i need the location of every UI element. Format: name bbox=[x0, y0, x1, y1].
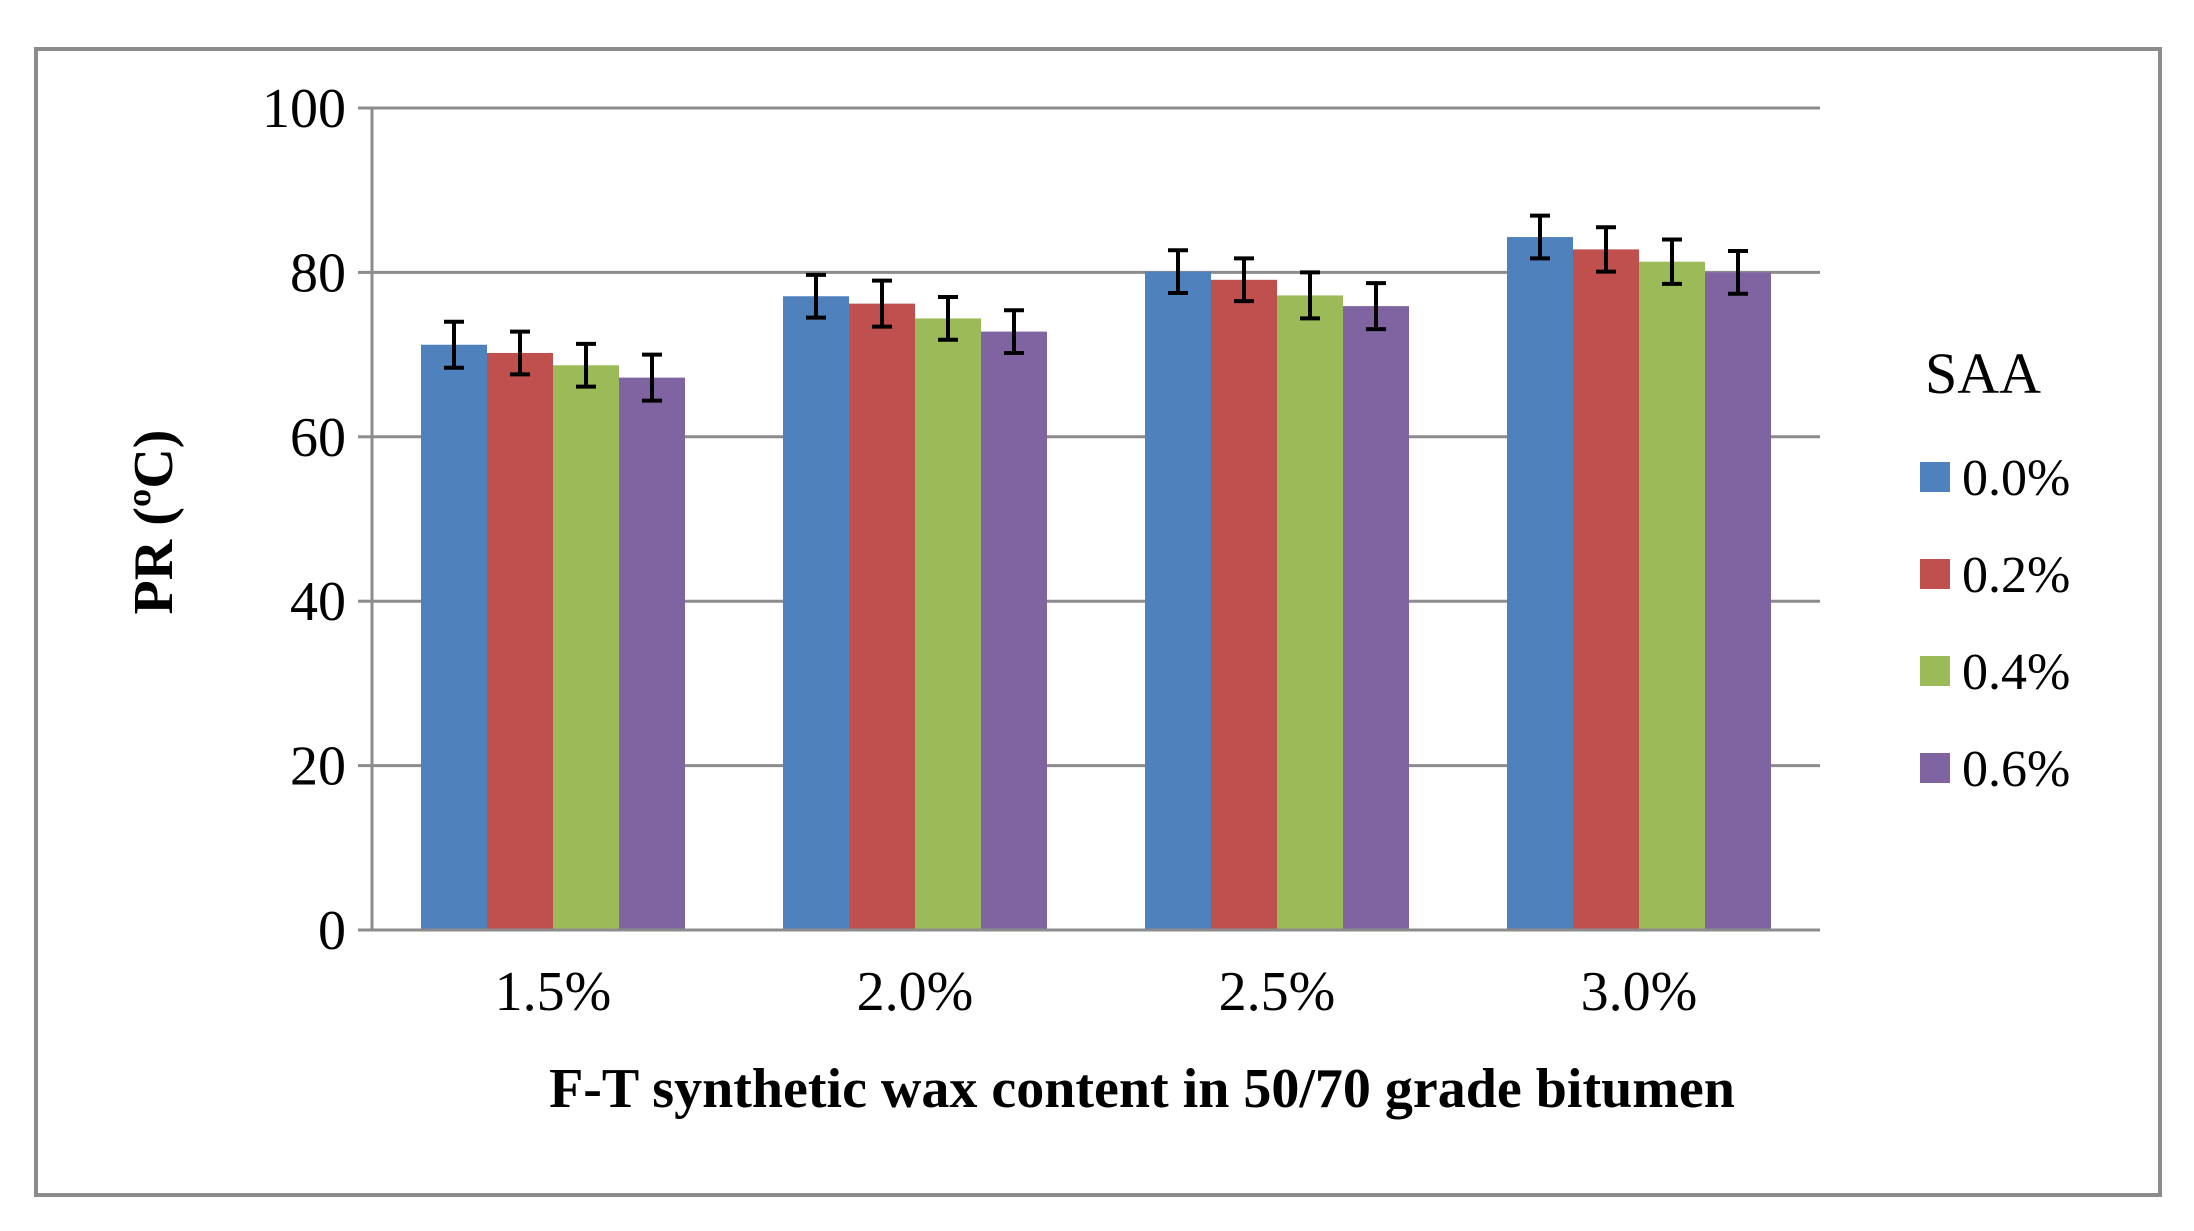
bar-2.0%-saa-0.2% bbox=[849, 303, 915, 930]
axes bbox=[358, 106, 1820, 932]
y-tick-label-0: 0 bbox=[318, 900, 346, 962]
legend-swatch-0.2% bbox=[1920, 559, 1950, 589]
x-tick-labels: 1.5% 2.0% 2.5% 3.0% bbox=[495, 961, 1698, 1023]
bar-3.0%-saa-0.4% bbox=[1639, 261, 1705, 930]
legend-label-0.0%: 0.0% bbox=[1962, 450, 2070, 507]
bar-3.0%-saa-0.2% bbox=[1573, 249, 1639, 930]
y-tick-label-20: 20 bbox=[290, 736, 346, 798]
x-tick-label-1.5%: 1.5% bbox=[495, 961, 612, 1023]
x-tick-label-2.5%: 2.5% bbox=[1219, 961, 1336, 1023]
bar-1.5%-saa-0.0% bbox=[421, 344, 487, 931]
bar-1.5%-saa-0.4% bbox=[553, 365, 619, 930]
bar-2.5%-saa-0.4% bbox=[1277, 295, 1343, 930]
bar-2.0%-saa-0.0% bbox=[783, 296, 849, 930]
y-axis-title: PR (ºC) bbox=[123, 430, 185, 615]
bar-2.5%-saa-0.0% bbox=[1145, 271, 1211, 930]
y-tick-label-80: 80 bbox=[290, 242, 346, 304]
y-tick-label-40: 40 bbox=[290, 571, 346, 633]
bars bbox=[421, 237, 1771, 931]
x-axis-title: F-T synthetic wax content in 50/70 grade… bbox=[549, 1058, 1735, 1120]
bar-2.5%-saa-0.2% bbox=[1211, 279, 1277, 931]
legend-swatch-0.0% bbox=[1920, 462, 1950, 492]
legend-title: SAA bbox=[1925, 341, 2041, 406]
y-tick-label-100: 100 bbox=[262, 78, 346, 140]
legend-swatch-0.6% bbox=[1920, 753, 1950, 783]
legend-label-0.2%: 0.2% bbox=[1962, 547, 2070, 604]
legend: SAA 0.0% 0.2% 0.4% 0.6% bbox=[1920, 341, 2070, 798]
x-tick-label-3.0%: 3.0% bbox=[1581, 961, 1698, 1023]
legend-items: 0.0% 0.2% 0.4% 0.6% bbox=[1920, 450, 2070, 798]
y-tick-label-60: 60 bbox=[290, 407, 346, 469]
bar-3.0%-saa-0.0% bbox=[1507, 237, 1573, 930]
error-bars bbox=[444, 213, 1748, 403]
bar-1.5%-saa-0.2% bbox=[487, 352, 553, 930]
bar-2.0%-saa-0.6% bbox=[981, 331, 1047, 931]
legend-label-0.6%: 0.6% bbox=[1962, 741, 2070, 798]
chart-frame bbox=[34, 47, 2162, 1197]
legend-swatch-0.4% bbox=[1920, 656, 1950, 686]
x-tick-label-2.0%: 2.0% bbox=[857, 961, 974, 1023]
bar-2.5%-saa-0.6% bbox=[1343, 306, 1409, 930]
bar-3.0%-saa-0.6% bbox=[1705, 272, 1771, 930]
bar-2.0%-saa-0.4% bbox=[915, 318, 981, 930]
y-tick-labels: 0 20 40 60 80 100 bbox=[262, 78, 346, 962]
legend-label-0.4%: 0.4% bbox=[1962, 644, 2070, 701]
bar-1.5%-saa-0.6% bbox=[619, 377, 685, 931]
